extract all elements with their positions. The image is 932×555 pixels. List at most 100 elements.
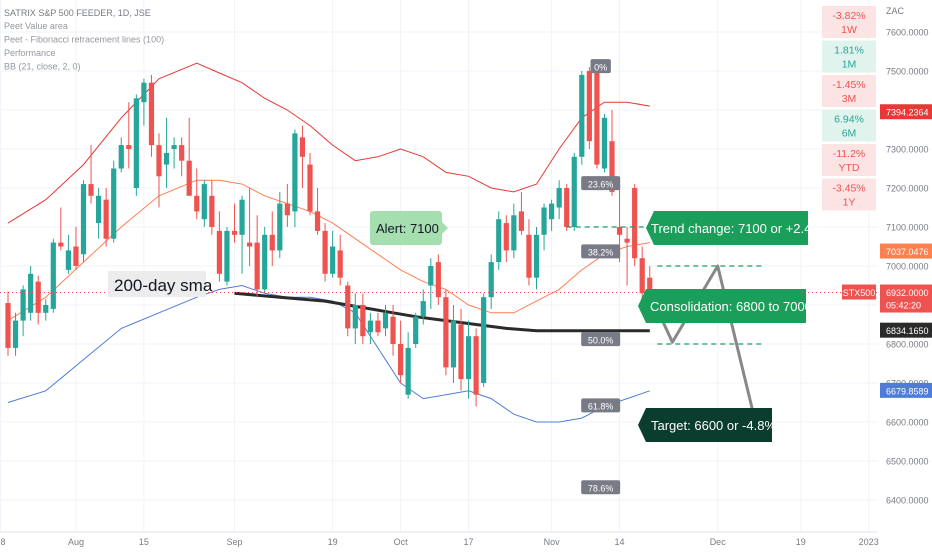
- candle-body: [58, 242, 64, 247]
- candle: [496, 211, 502, 270]
- candle-body: [88, 184, 94, 196]
- candle-body: [375, 320, 381, 333]
- candle: [186, 117, 192, 196]
- candle-body: [549, 203, 555, 220]
- candle-body: [526, 234, 532, 278]
- time-tick-label: 18: [0, 537, 5, 547]
- candle: [299, 125, 306, 188]
- price-axis-bg: [878, 0, 932, 532]
- candle: [277, 191, 283, 259]
- fib-label-text: 0%: [594, 62, 607, 72]
- candle-body: [141, 82, 147, 103]
- sma-200-line: [234, 291, 650, 333]
- candle: [269, 211, 275, 266]
- alert-label-box: [370, 211, 442, 245]
- trend-label-box: [646, 211, 808, 245]
- consolidation-label-box: [638, 289, 806, 323]
- price-tick-label: 7200.0000: [886, 184, 929, 194]
- price-tick-label: 6400.0000: [886, 496, 929, 506]
- chart-title: SATRIX S&P 500 FEEDER, 1D, JSE: [4, 8, 151, 18]
- candle: [239, 195, 245, 274]
- price-label-box: [880, 322, 932, 338]
- candle: [450, 305, 457, 383]
- candle: [209, 180, 215, 235]
- candle-body: [96, 195, 102, 224]
- candle-body: [284, 203, 290, 216]
- candle: [133, 94, 139, 196]
- candle: [390, 305, 396, 356]
- fib-label-text: 61.8%: [588, 402, 614, 412]
- candle-body: [103, 199, 109, 239]
- candle-body: [5, 303, 11, 348]
- ticker-badge-text: STX500: [843, 288, 876, 298]
- candle-body: [503, 223, 509, 251]
- candle-body: [541, 207, 547, 235]
- candle-body: [148, 82, 155, 146]
- candle-body: [322, 230, 328, 274]
- candle: [556, 180, 562, 220]
- candle: [179, 137, 185, 177]
- candle: [103, 188, 109, 247]
- candle-body: [352, 305, 358, 329]
- candle-body: [262, 234, 268, 290]
- price-tick-label: 7500.0000: [886, 67, 929, 77]
- candle-body: [435, 262, 441, 298]
- candle-body: [465, 336, 472, 380]
- candle: [549, 199, 555, 231]
- candle: [586, 67, 592, 149]
- time-tick-label: Oct: [394, 537, 409, 547]
- candle: [247, 188, 253, 266]
- candle: [382, 305, 389, 337]
- perf-period: 1M: [842, 59, 857, 71]
- fib-label-box: [581, 244, 621, 259]
- performance-panel: -3.82% 1W 1.81% 1M -1.45% 3M 6.94% 6M -11.2% YTD -…: [822, 6, 876, 211]
- price-tick-label: 6800.0000: [886, 340, 929, 350]
- fib-label-box: [581, 480, 621, 495]
- candle-body: [194, 195, 200, 212]
- sma-label-text: 200-day sma: [114, 276, 213, 295]
- candles: [5, 67, 653, 407]
- candle: [481, 293, 487, 387]
- price-axis[interactable]: ZAC6400.00006500.00006600.00006700.00006…: [842, 0, 932, 532]
- candle-body: [163, 152, 170, 165]
- candle-body: [564, 188, 570, 227]
- candle: [262, 227, 268, 294]
- candle-body: [201, 184, 207, 220]
- candle-body: [299, 137, 306, 157]
- time-axis[interactable]: 18Aug15Sep19Oct17Nov14Dec19202316: [0, 531, 932, 550]
- candle-body: [639, 258, 645, 294]
- candle: [541, 203, 547, 251]
- candle: [194, 168, 200, 220]
- candle-body: [111, 168, 117, 239]
- candle-body: [533, 234, 540, 278]
- candle: [488, 254, 494, 309]
- fib-label-box: [581, 398, 621, 413]
- candle: [435, 254, 441, 305]
- indicator-legend-item: Peet - Fibonacci retracement lines (100): [4, 35, 164, 45]
- candle-body: [579, 74, 585, 157]
- time-tick-label: 17: [464, 537, 474, 547]
- candle-body: [382, 312, 389, 329]
- perf-cell: [822, 6, 876, 38]
- candle-body: [345, 285, 351, 329]
- candle: [352, 293, 358, 344]
- perf-cell: [822, 144, 876, 176]
- candle-body: [50, 242, 56, 309]
- time-tick-label: 14: [615, 537, 625, 547]
- candle-body: [254, 242, 260, 290]
- perf-period: 1Y: [843, 197, 856, 209]
- candle: [428, 258, 434, 309]
- fib-label-box: [590, 59, 611, 74]
- candle-body: [73, 246, 79, 266]
- candle-body: [209, 195, 215, 227]
- candle-body: [647, 277, 653, 294]
- candle-body: [594, 71, 600, 165]
- perf-value: 6.94%: [834, 114, 864, 126]
- candle-body: [398, 344, 404, 376]
- candle: [12, 312, 19, 356]
- candle-body: [390, 316, 396, 344]
- candle-body: [12, 320, 19, 348]
- candle: [465, 320, 472, 399]
